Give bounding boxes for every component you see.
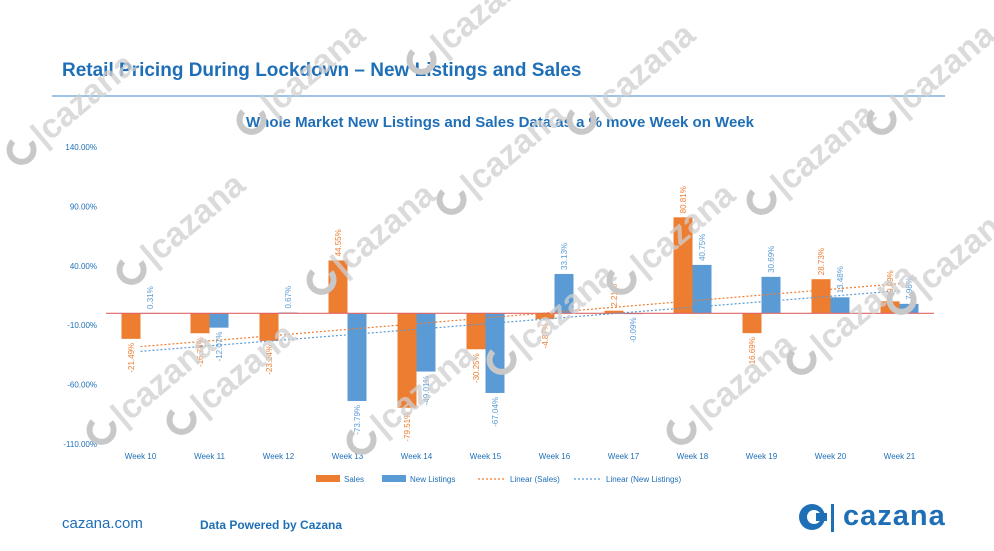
bar-new-listings [761,276,781,314]
bar-new-listings [485,313,505,393]
title-divider [52,95,945,97]
data-label-sales: 2.21% [610,284,619,307]
bar-sales [397,313,417,408]
bar-new-listings [347,313,367,401]
x-tick-label: Week 10 [125,452,157,461]
data-label-sales: 10.09% [886,270,895,297]
bar-new-listings [209,313,229,328]
data-label-new-listings: -73.79% [353,405,362,435]
bar-sales [880,301,900,314]
x-tick-label: Week 21 [884,452,916,461]
legend-swatch [316,475,340,482]
data-label-new-listings: -49.01% [422,376,431,406]
bar-sales [535,313,555,320]
data-label-new-listings: 40.75% [698,234,707,261]
bar-new-listings [830,297,850,314]
legend-label: Linear (New Listings) [606,475,681,484]
legend-swatch [382,475,406,482]
bar-new-listings [416,313,436,372]
trendline-sales [140,283,900,348]
y-tick-label: -110.00% [63,440,97,449]
bar-sales [673,217,693,314]
y-tick-label: 40.00% [70,262,97,271]
data-label-new-listings: -0.09% [629,317,638,342]
bar-sales [466,313,486,350]
x-tick-label: Week 16 [539,452,571,461]
data-label-sales: -79.51% [403,412,412,442]
x-tick-label: Week 18 [677,452,709,461]
bar-sales [604,310,624,314]
page-title: Retail Pricing During Lockdown – New Lis… [62,60,582,81]
bar-sales [259,313,279,341]
bar-sales [190,313,210,334]
legend-label: Linear (Sales) [510,475,560,484]
data-label-sales: 80.81% [679,186,688,213]
footer-site[interactable]: cazana.com [62,515,143,532]
x-tick-label: Week 19 [746,452,778,461]
chart-title: Whole Market New Listings and Sales Data… [246,114,755,131]
data-label-sales: 44.55% [334,229,343,256]
data-label-sales: -30.25% [472,353,481,383]
data-label-sales: -16.78% [196,337,205,367]
data-label-new-listings: 0.67% [284,286,293,309]
y-tick-label: 140.00% [65,143,97,152]
logo-divider [831,504,834,532]
bar-sales [811,279,831,314]
footer-powered-by: Data Powered by Cazana [200,518,343,532]
x-tick-label: Week 11 [194,452,225,461]
bar-sales [328,260,348,314]
y-tick-label: -60.00% [67,381,97,390]
logo-text: cazana [843,500,946,532]
y-tick-label: -10.00% [67,321,97,330]
data-label-sales: -21.49% [127,343,136,373]
data-label-sales: 28.73% [817,248,826,275]
data-label-sales: -23.24% [265,345,274,375]
bar-new-listings [692,264,712,314]
bar-sales [742,313,762,334]
y-tick-label: 90.00% [70,202,97,211]
data-label-new-listings: 7.98% [905,277,914,300]
x-tick-label: Week 15 [470,452,502,461]
data-label-new-listings: 13.48% [836,266,845,293]
data-label-new-listings: -67.04% [491,397,500,427]
data-label-new-listings: 0.31% [146,286,155,309]
trendline-new-listings [140,290,900,352]
data-label-new-listings: 33.13% [560,243,569,270]
bar-new-listings [554,273,574,314]
data-label-sales: -16.69% [748,337,757,367]
data-label-new-listings: 30.69% [767,246,776,273]
bar-new-listings [899,303,919,314]
x-tick-label: Week 17 [608,452,640,461]
x-tick-label: Week 12 [263,452,295,461]
legend-label: Sales [344,475,364,484]
bar-sales [121,313,141,339]
cazana-logo: cazana [797,498,947,538]
legend-label: New Listings [410,475,455,484]
data-label-sales: -4.87% [541,323,550,348]
x-tick-label: Week 13 [332,452,364,461]
x-tick-label: Week 14 [401,452,433,461]
x-tick-label: Week 20 [815,452,847,461]
logo-c-icon [799,504,827,530]
data-label-new-listings: -12.07% [215,332,224,362]
